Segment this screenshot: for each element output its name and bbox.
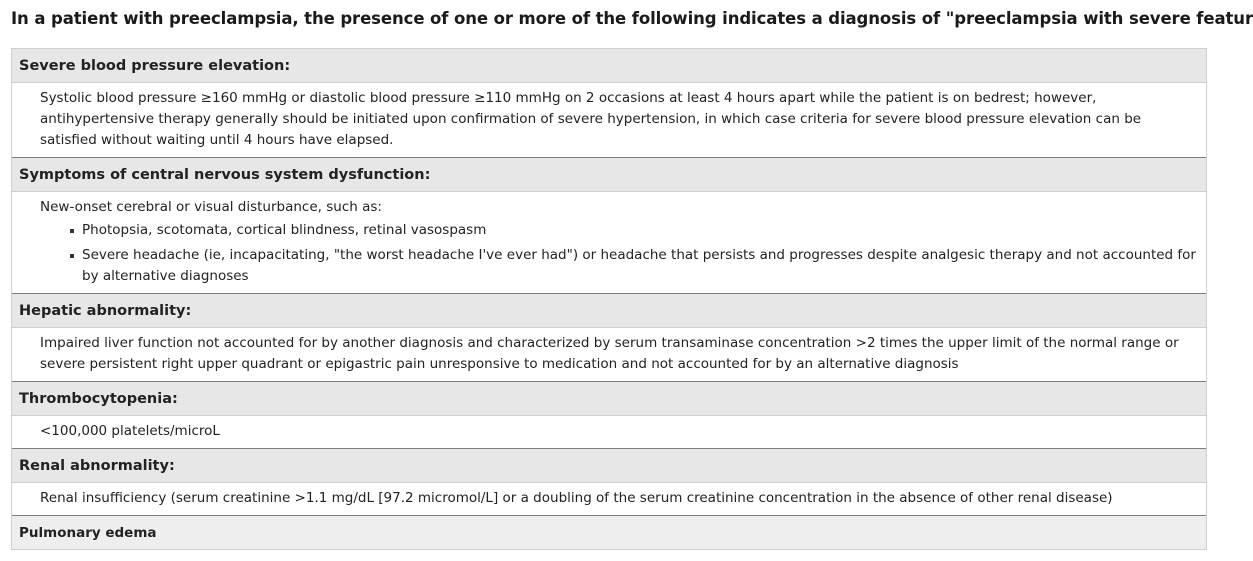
section-text: New-onset cerebral or visual disturbance… <box>40 199 382 215</box>
page-title: In a patient with preeclampsia, the pres… <box>11 9 1253 28</box>
section-heading-cns: Symptoms of central nervous system dysfu… <box>12 158 1206 192</box>
section-text: <100,000 platelets/microL <box>40 423 220 439</box>
bullet-item: Photopsia, scotomata, cortical blindness… <box>70 220 1198 241</box>
section-text: Impaired liver function not accounted fo… <box>40 335 1179 372</box>
section-body-hepatic: Impaired liver function not accounted fo… <box>12 328 1206 382</box>
section-heading-hepatic: Hepatic abnormality: <box>12 294 1206 328</box>
section-heading-renal: Renal abnormality: <box>12 449 1206 483</box>
bullet-item: Severe headache (ie, incapacitating, "th… <box>70 245 1198 287</box>
section-text: Systolic blood pressure ≥160 mmHg or dia… <box>40 90 1142 148</box>
section-body-renal: Renal insufficiency (serum creatinine >1… <box>12 483 1206 516</box>
section-heading-thrombocytopenia: Thrombocytopenia: <box>12 382 1206 416</box>
bullet-list: Photopsia, scotomata, cortical blindness… <box>40 220 1198 287</box>
section-body-cns: New-onset cerebral or visual disturbance… <box>12 192 1206 294</box>
section-body-blood-pressure: Systolic blood pressure ≥160 mmHg or dia… <box>12 83 1206 158</box>
section-heading-blood-pressure: Severe blood pressure elevation: <box>12 49 1206 83</box>
criteria-table: Severe blood pressure elevation: Systoli… <box>11 48 1207 550</box>
section-text: Renal insufficiency (serum creatinine >1… <box>40 490 1113 506</box>
section-body-thrombocytopenia: <100,000 platelets/microL <box>12 416 1206 449</box>
section-heading-pulmonary-edema: Pulmonary edema <box>12 516 1206 550</box>
